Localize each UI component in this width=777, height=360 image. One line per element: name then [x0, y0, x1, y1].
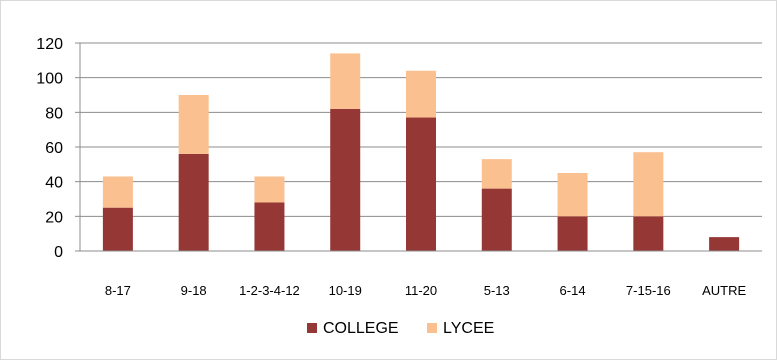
y-tick-label: 120 — [36, 36, 63, 53]
bar-college — [254, 202, 285, 251]
bar-college — [633, 216, 664, 251]
bar-lycee — [254, 176, 285, 203]
bar-lycee — [633, 152, 664, 217]
x-tick-label: 9-18 — [181, 283, 207, 298]
x-tick-label: 11-20 — [405, 283, 437, 298]
bar-lycee — [178, 95, 209, 154]
legend-swatch-lycee — [427, 323, 437, 333]
bar-lycee — [557, 173, 588, 217]
bar-college — [709, 237, 740, 251]
bar-college — [178, 153, 209, 251]
x-tick-label: 7-15-16 — [626, 283, 671, 298]
bar-lycee — [330, 53, 361, 109]
y-tick-label: 60 — [45, 140, 63, 157]
x-tick-label: 1-2-3-4-12 — [239, 283, 300, 298]
bar-college — [406, 117, 436, 252]
bar-college — [557, 216, 588, 251]
legend: COLLEGE LYCEE — [307, 320, 494, 337]
bar-lycee — [481, 159, 512, 189]
x-tick-label: 5-13 — [484, 283, 510, 298]
bar-lycee — [406, 70, 436, 118]
bar-college — [102, 207, 133, 251]
legend-label-lycee: LYCEE — [443, 320, 494, 337]
y-tick-label: 80 — [45, 105, 63, 122]
x-tick-labels: 8-17 9-18 1-2-3-4-12 10-19 11-20 5-13 6-14 7-15… — [105, 283, 747, 298]
legend-label-college: COLLEGE — [323, 320, 399, 337]
x-tick-label: 8-17 — [105, 283, 131, 298]
y-tick-label: 0 — [54, 244, 63, 261]
x-tick-label: 6-14 — [560, 283, 586, 298]
legend-swatch-college — [307, 323, 317, 333]
y-tick-labels: 0 20 40 60 80 100 120 — [36, 36, 63, 261]
axes — [75, 42, 762, 252]
x-tick-label: AUTRE — [702, 283, 746, 298]
bar-college — [330, 108, 361, 251]
y-tick-label: 40 — [45, 175, 63, 192]
bar-lycee — [102, 176, 133, 208]
x-tick-label: 10-19 — [329, 283, 362, 298]
bar-college — [481, 188, 512, 251]
y-tick-label: 20 — [45, 209, 63, 226]
bars — [102, 53, 740, 252]
y-tick-label: 100 — [36, 71, 63, 88]
